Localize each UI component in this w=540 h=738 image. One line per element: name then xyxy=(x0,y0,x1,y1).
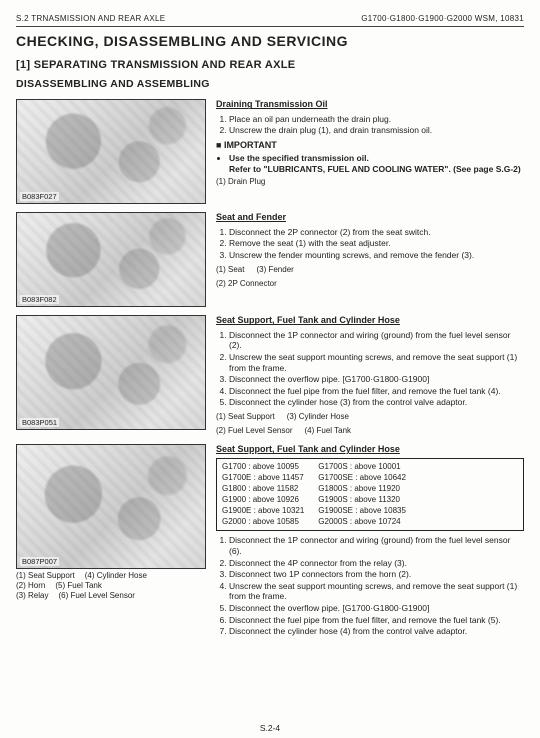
step: Disconnect the 2P connector (2) from the… xyxy=(229,227,524,238)
subhead-seat-support-a: Seat Support, Fuel Tank and Cylinder Hos… xyxy=(216,315,524,326)
step: Disconnect the overflow pipe. [G1700·G18… xyxy=(229,374,524,385)
step: Remove the seat (1) with the seat adjust… xyxy=(229,238,524,249)
key-list: (1) Drain Plug xyxy=(216,177,524,187)
step: Unscrew the fender mounting screws, and … xyxy=(229,250,524,261)
section-seat-support-a: B083P051 Seat Support, Fuel Tank and Cyl… xyxy=(16,315,524,436)
serial-item: G1800 : above 11582 xyxy=(222,484,304,494)
steps-seat-support-a: Disconnect the 1P connector and wiring (… xyxy=(229,330,524,408)
subhead-drain-oil: Draining Transmission Oil xyxy=(216,99,524,110)
steps-drain-oil: Place an oil pan underneath the drain pl… xyxy=(229,114,524,136)
page-header: S.2 TRNASMISSION AND REAR AXLE G1700·G18… xyxy=(16,14,524,27)
cap-item: (6) Fuel Level Sensor xyxy=(58,591,134,601)
steps-seat-fender: Disconnect the 2P connector (2) from the… xyxy=(229,227,524,261)
step: Unscrew the seat support mounting screws… xyxy=(229,352,524,373)
figure-code: B083F027 xyxy=(20,192,59,201)
key-list: (1) Seat Support (3) Cylinder Hose (2) F… xyxy=(216,412,524,436)
figure-seat-fender: B083F082 xyxy=(16,212,206,307)
bullet-text: Use the specified transmission oil. xyxy=(229,153,369,163)
key-item: (4) Fuel Tank xyxy=(304,426,351,436)
step: Disconnect the cylinder hose (4) from th… xyxy=(229,626,524,637)
step: Disconnect the cylinder hose (3) from th… xyxy=(229,397,524,408)
figure-seat-support-b: B087P007 xyxy=(16,444,206,569)
serial-item: G1900S : above 11320 xyxy=(318,495,406,505)
serial-item: G1700E : above 11457 xyxy=(222,473,304,483)
subhead-seat-support-b: Seat Support, Fuel Tank and Cylinder Hos… xyxy=(216,444,524,455)
step: Place an oil pan underneath the drain pl… xyxy=(229,114,524,125)
figure-drain-oil: B083F027 xyxy=(16,99,206,204)
page-title-h3: DISASSEMBLING AND ASSEMBLING xyxy=(16,78,524,91)
serial-item: G1800S : above 11920 xyxy=(318,484,406,494)
figure-caption: (1) Seat Support (4) Cylinder Hose (2) H… xyxy=(16,571,206,601)
section-seat-support-b: B087P007 (1) Seat Support (4) Cylinder H… xyxy=(16,444,524,641)
serial-item: G2000S : above 10724 xyxy=(318,517,406,527)
key-item: (1) Seat Support xyxy=(216,412,275,422)
serial-item: G1900 : above 10926 xyxy=(222,495,304,505)
key-item: (3) Fender xyxy=(256,265,293,275)
figure-code: B087P007 xyxy=(20,557,59,566)
cap-item: (1) Seat Support xyxy=(16,571,75,581)
header-left: S.2 TRNASMISSION AND REAR AXLE xyxy=(16,14,165,24)
cap-item: (5) Fuel Tank xyxy=(55,581,102,591)
step: Unscrew the seat support mounting screws… xyxy=(229,581,524,602)
page-title-h2: [1] SEPARATING TRANSMISSION AND REAR AXL… xyxy=(16,59,524,73)
key-item: (1) Seat xyxy=(216,265,244,275)
important-bullets: Use the specified transmission oil. Refe… xyxy=(229,153,524,174)
page-number: S.2-4 xyxy=(0,723,540,734)
serial-item: G1700SE : above 10642 xyxy=(318,473,406,483)
step: Disconnect the 1P connector and wiring (… xyxy=(229,330,524,351)
figure-code: B083F082 xyxy=(20,295,59,304)
serial-item: G1700S : above 10001 xyxy=(318,462,406,472)
serial-item: G1900SE : above 10835 xyxy=(318,506,406,516)
cap-item: (2) Horn xyxy=(16,581,45,591)
serial-item: G1700 : above 10095 xyxy=(222,462,304,472)
section-seat-fender: B083F082 Seat and Fender Disconnect the … xyxy=(16,212,524,307)
bullet-text-cont: Refer to "LUBRICANTS, FUEL AND COOLING W… xyxy=(229,164,521,174)
cap-item: (4) Cylinder Hose xyxy=(85,571,147,581)
serial-item: G1900E : above 10321 xyxy=(222,506,304,516)
step: Unscrew the drain plug (1), and drain tr… xyxy=(229,125,524,136)
subhead-seat-fender: Seat and Fender xyxy=(216,212,524,223)
page-title-h1: CHECKING, DISASSEMBLING AND SERVICING xyxy=(16,33,524,51)
important-label: IMPORTANT xyxy=(216,140,524,151)
bullet: Use the specified transmission oil. Refe… xyxy=(229,153,524,174)
steps-seat-support-b: Disconnect the 1P connector and wiring (… xyxy=(229,535,524,637)
serial-item: G2000 : above 10585 xyxy=(222,517,304,527)
key-item: (3) Cylinder Hose xyxy=(287,412,349,422)
serial-range-box: G1700 : above 10095 G1700E : above 11457… xyxy=(216,458,524,531)
step: Disconnect the fuel pipe from the fuel f… xyxy=(229,615,524,626)
step: Disconnect the overflow pipe. [G1700·G18… xyxy=(229,603,524,614)
step: Disconnect the 1P connector and wiring (… xyxy=(229,535,524,556)
key-item: (2) Fuel Level Sensor xyxy=(216,426,292,436)
step: Disconnect the fuel pipe from the fuel f… xyxy=(229,386,524,397)
key-item: (1) Drain Plug xyxy=(216,177,265,187)
cap-item: (3) Relay xyxy=(16,591,48,601)
header-right: G1700·G1800·G1900·G2000 WSM, 10831 xyxy=(361,14,524,24)
figure-seat-support-a: B083P051 xyxy=(16,315,206,430)
section-drain-oil: B083F027 Draining Transmission Oil Place… xyxy=(16,99,524,204)
step: Disconnect the 4P connector from the rel… xyxy=(229,558,524,569)
key-item: (2) 2P Connector xyxy=(216,279,277,289)
figure-code: B083P051 xyxy=(20,418,59,427)
key-list: (1) Seat (3) Fender (2) 2P Connector xyxy=(216,265,524,289)
step: Disconnect two 1P connectors from the ho… xyxy=(229,569,524,580)
